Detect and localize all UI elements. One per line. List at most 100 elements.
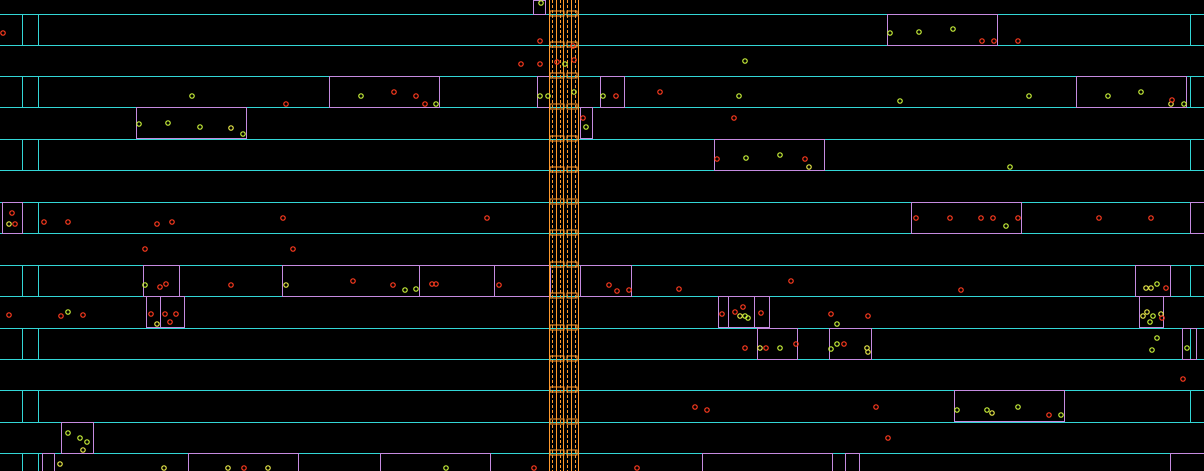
pin-red-marker xyxy=(1046,412,1052,418)
pin-red-marker xyxy=(990,215,996,221)
pin-yellow-marker xyxy=(1144,309,1150,315)
pin-green-marker xyxy=(777,152,783,158)
pin-red-marker xyxy=(731,115,737,121)
channel-tap xyxy=(549,135,565,142)
pin-red-marker xyxy=(433,281,439,287)
pin-red-marker xyxy=(947,215,953,221)
pin-green-marker xyxy=(1147,319,1153,325)
channel-tap xyxy=(566,135,578,142)
cell-outline xyxy=(1190,202,1204,234)
pin-red-marker xyxy=(142,246,148,252)
pin-green-marker xyxy=(1138,89,1144,95)
pin-red-marker xyxy=(350,278,356,284)
pin-green-marker xyxy=(1003,223,1009,229)
pin-red-marker xyxy=(1169,97,1175,103)
pin-red-marker xyxy=(714,156,720,162)
channel-tap xyxy=(566,166,578,173)
cell-outline xyxy=(533,0,546,15)
channel-tap xyxy=(549,418,565,425)
pin-yellow-marker xyxy=(865,349,871,355)
pin-red-marker xyxy=(570,43,576,49)
pin-red-marker xyxy=(1163,285,1169,291)
cell-outline xyxy=(1182,328,1197,360)
pin-green-marker xyxy=(743,155,749,161)
pin-red-marker xyxy=(391,89,397,95)
channel-tap xyxy=(549,292,565,299)
pin-red-marker xyxy=(65,219,71,225)
pin-red-marker xyxy=(828,311,834,317)
pin-red-marker xyxy=(173,311,179,317)
channel-tap xyxy=(566,72,578,79)
pin-red-marker xyxy=(9,210,15,216)
pin-red-marker xyxy=(958,287,964,293)
pin-red-marker xyxy=(169,219,175,225)
pin-green-marker xyxy=(197,124,203,130)
cell-outline xyxy=(754,296,770,328)
pin-red-marker xyxy=(241,465,247,471)
pin-green-marker xyxy=(834,341,840,347)
routing-channel xyxy=(549,0,579,471)
cell-outline xyxy=(160,296,185,328)
pin-red-marker xyxy=(1159,315,1165,321)
pin-red-marker xyxy=(793,341,799,347)
pin-red-marker xyxy=(1180,376,1186,382)
pin-green-marker xyxy=(562,61,568,67)
pin-red-marker xyxy=(704,407,710,413)
pin-red-marker xyxy=(613,93,619,99)
pin-green-marker xyxy=(571,89,577,95)
pin-yellow-marker xyxy=(283,282,289,288)
pin-green-marker xyxy=(742,58,748,64)
cell-outline xyxy=(600,76,625,108)
cell-outline xyxy=(2,202,23,234)
pin-red-marker xyxy=(484,215,490,221)
channel-tap xyxy=(566,449,578,456)
pin-green-marker xyxy=(954,407,960,413)
channel-tap xyxy=(566,386,578,393)
pin-green-marker xyxy=(1149,347,1155,353)
pin-green-marker xyxy=(1184,345,1190,351)
pin-red-marker xyxy=(692,404,698,410)
pin-green-marker xyxy=(358,93,364,99)
pin-green-marker xyxy=(189,93,195,99)
pin-green-marker xyxy=(950,26,956,32)
pin-red-marker xyxy=(422,101,428,107)
pin-green-marker xyxy=(165,120,171,126)
pin-red-marker xyxy=(1015,38,1021,44)
pin-green-marker xyxy=(537,93,543,99)
pin-red-marker xyxy=(162,311,168,317)
channel-tap xyxy=(549,449,565,456)
pin-red-marker xyxy=(913,215,919,221)
pin-yellow-marker xyxy=(6,221,12,227)
pin-green-marker xyxy=(1007,164,1013,170)
pin-red-marker xyxy=(12,221,18,227)
pin-red-marker xyxy=(740,304,746,310)
channel-tap xyxy=(566,261,578,268)
pin-green-marker xyxy=(65,309,71,315)
pin-green-marker xyxy=(887,30,893,36)
pin-red-marker xyxy=(978,215,984,221)
pin-red-marker xyxy=(802,156,808,162)
channel-tap xyxy=(549,229,565,236)
pin-red-marker xyxy=(571,57,577,63)
cell-outline xyxy=(954,390,1065,422)
cell-outline xyxy=(42,453,55,471)
pin-yellow-marker xyxy=(80,447,86,453)
pin-red-marker xyxy=(657,89,663,95)
channel-tap xyxy=(549,103,565,110)
pin-red-marker xyxy=(554,59,560,65)
cell-outline xyxy=(494,265,551,297)
channel-tap xyxy=(566,418,578,425)
pin-green-marker xyxy=(1015,404,1021,410)
pin-red-marker xyxy=(865,313,871,319)
cell-outline xyxy=(829,328,872,360)
cell-outline xyxy=(61,422,94,454)
channel-tap xyxy=(566,324,578,331)
pin-red-marker xyxy=(732,309,738,315)
pin-green-marker xyxy=(1150,313,1156,319)
pin-red-marker xyxy=(580,115,586,121)
channel-tap xyxy=(566,103,578,110)
